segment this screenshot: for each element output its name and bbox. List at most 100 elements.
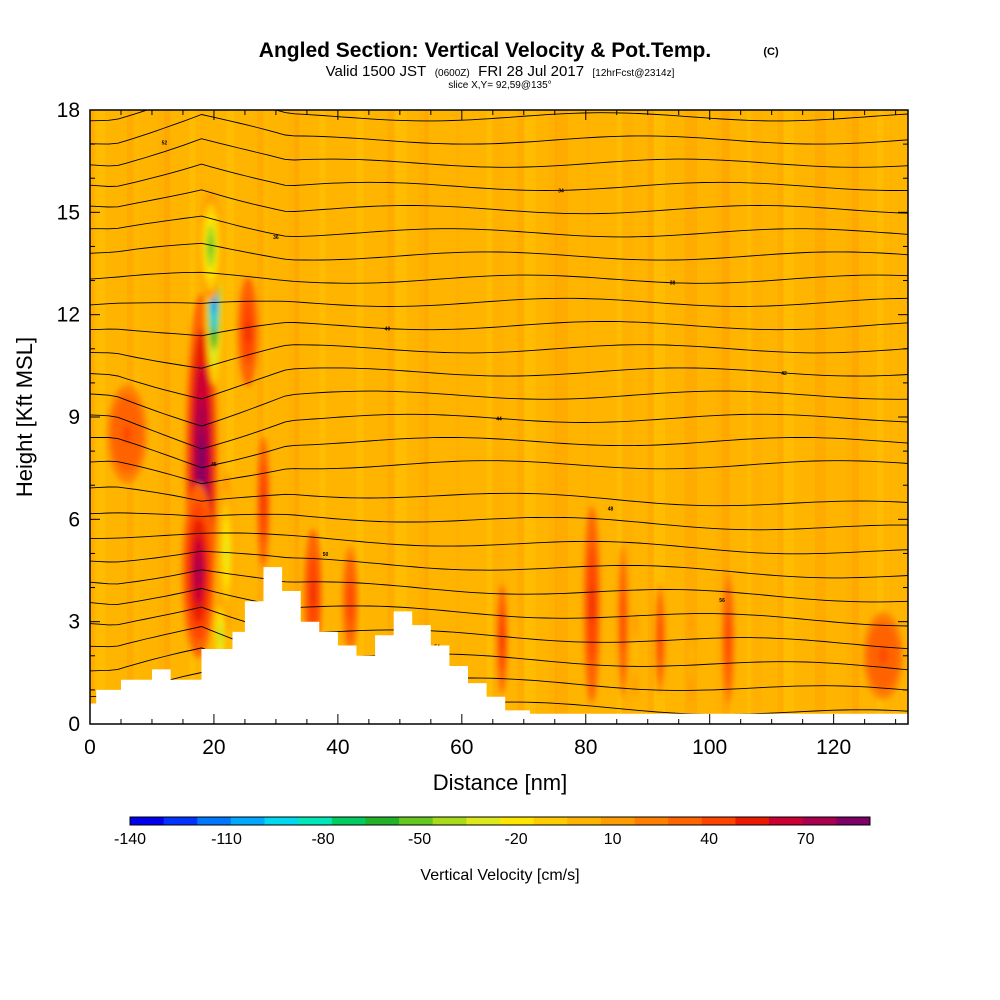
- colorbar-bin: [331, 817, 366, 825]
- colorbar-bin: [634, 817, 669, 825]
- velocity-cell: [727, 625, 730, 652]
- texture-streak: [325, 110, 332, 724]
- theta-contour: [90, 390, 908, 427]
- colorbar-bin: [264, 817, 299, 825]
- y-tick-label: 9: [68, 406, 80, 429]
- subtitle-date: FRI 28 Jul 2017: [478, 63, 584, 80]
- x-tick-label: 120: [816, 736, 851, 759]
- texture-streak: [96, 110, 106, 724]
- colorbar-bin: [130, 817, 165, 825]
- theta-contour-label: 42: [781, 371, 787, 377]
- texture-streak: [164, 110, 171, 724]
- velocity-cell: [634, 647, 637, 665]
- texture-streak: [616, 110, 622, 724]
- theta-contour: [90, 606, 908, 650]
- y-axis-label: Height [Kft MSL]: [12, 337, 37, 497]
- theta-contour-label: 36: [273, 235, 279, 241]
- theta-contour-label: 48: [608, 506, 614, 512]
- texture-streak: [486, 110, 493, 724]
- x-tick-label: 80: [574, 736, 597, 759]
- theta-contour: [90, 512, 908, 531]
- texture-streak: [424, 110, 429, 724]
- theta-contour: [90, 367, 908, 400]
- colorbar-tick-label: -80: [311, 831, 334, 848]
- texture-streak: [288, 110, 299, 724]
- colorbar-tick-label: 10: [604, 831, 622, 848]
- texture-streak: [455, 110, 461, 724]
- theta-contour-label: 56: [719, 598, 725, 604]
- colorbar-bin: [500, 817, 535, 825]
- texture-streak: [319, 110, 331, 724]
- theta-contour: [90, 413, 908, 450]
- colorbar-bin: [163, 817, 198, 825]
- texture-streak: [585, 110, 590, 724]
- colorbar: -140 -110 -80 -50 -20 10 40 70: [114, 816, 871, 848]
- y-tick-label: 15: [57, 201, 80, 224]
- x-tick-label: 100: [692, 736, 727, 759]
- theta-contour: [90, 532, 908, 555]
- velocity-cell: [879, 647, 888, 665]
- velocity-cell: [218, 627, 222, 643]
- colorbar-frame: [129, 816, 871, 826]
- velocity-cell: [224, 537, 229, 570]
- texture-streak: [877, 110, 891, 724]
- colorbar-bin: [399, 817, 434, 825]
- theta-contours: 52545650484644424038363452: [90, 110, 908, 715]
- texture-streak: [777, 110, 783, 724]
- chart-titles: Angled Section: Vertical Velocity & Pot.…: [259, 39, 779, 91]
- theta-contour: [90, 215, 908, 238]
- colorbar-title: Vertical Velocity [cm/s]: [420, 867, 579, 884]
- theta-contour: [90, 163, 908, 191]
- theta-contour: [90, 626, 908, 671]
- theta-contour: [90, 486, 908, 507]
- texture-streak: [418, 110, 428, 724]
- theta-contour: [90, 242, 908, 261]
- texture-streak: [523, 110, 536, 724]
- theta-contour: [90, 460, 908, 485]
- terrain-mask: [90, 567, 908, 724]
- texture-streak: [746, 110, 751, 724]
- velocity-cell: [621, 606, 624, 637]
- texture-streak: [226, 110, 235, 724]
- velocity-cell: [123, 424, 132, 444]
- subtitle-valid: Valid 1500 JST: [326, 63, 427, 80]
- velocity-cell: [690, 647, 692, 665]
- texture-streak: [548, 110, 557, 724]
- colorbar-bin: [735, 817, 770, 825]
- theta-contour: [90, 110, 908, 122]
- theta-contour: [90, 138, 908, 168]
- theta-contour: [90, 569, 908, 603]
- texture-streak: [622, 110, 633, 724]
- theta-contour: [90, 297, 908, 307]
- theta-contour: [90, 437, 908, 469]
- theta-contour-label: 34: [558, 188, 564, 194]
- texture-streak: [257, 110, 267, 724]
- chart-subtitle: Valid 1500 JST (0600Z) FRI 28 Jul 2017 […: [326, 63, 675, 80]
- colorbar-tick-label: -110: [211, 831, 242, 848]
- velocity-cell: [590, 584, 594, 625]
- texture-streak: [263, 110, 268, 724]
- theta-contour-label: 44: [496, 416, 502, 422]
- colorbar-tick-label: -20: [505, 831, 528, 848]
- velocity-cell: [311, 581, 315, 608]
- velocity-cell: [246, 320, 251, 343]
- chart-title-suffix: (C): [763, 46, 779, 58]
- theta-contour: [90, 344, 908, 369]
- texture-streak: [846, 110, 859, 724]
- theta-contour: [90, 189, 908, 215]
- chart-title: Angled Section: Vertical Velocity & Pot.…: [259, 39, 711, 62]
- colorbar-bin: [836, 817, 871, 825]
- subtitle-forecast: [12hrFcst@2314z]: [593, 68, 675, 79]
- velocity-cell: [501, 627, 504, 650]
- texture-streak: [852, 110, 860, 724]
- colorbar-bin: [533, 817, 568, 825]
- colorbar-bin: [701, 817, 736, 825]
- texture-streak: [753, 110, 763, 724]
- texture-streak: [647, 110, 654, 724]
- texture-streak: [356, 110, 364, 724]
- colorbar-bin: [567, 817, 602, 825]
- colorbar-bin: [466, 817, 501, 825]
- y-tick-label: 6: [68, 508, 80, 531]
- texture-streak: [517, 110, 525, 724]
